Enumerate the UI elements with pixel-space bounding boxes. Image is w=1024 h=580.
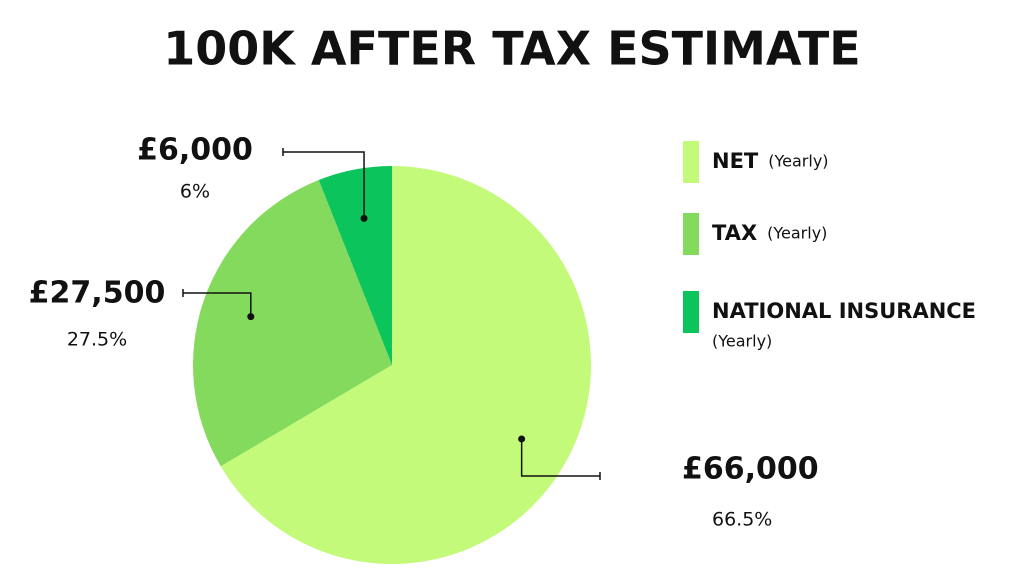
percent-label: 66.5% [712, 509, 772, 531]
pie-slice [318, 166, 392, 365]
legend-note: (Yearly) [712, 332, 772, 351]
leader-line [183, 292, 252, 317]
percent-label: 27.5% [67, 329, 127, 351]
legend-note: (Yearly) [767, 224, 827, 243]
amount-label: £66,000 [682, 452, 819, 487]
legend-note: (Yearly) [768, 152, 828, 171]
legend-swatch [683, 141, 699, 183]
legend-swatch [683, 291, 699, 333]
legend-label: NATIONAL INSURANCE [712, 299, 976, 323]
amount-label: £27,500 [29, 276, 166, 311]
leader-dot [360, 214, 368, 222]
leader-line [520, 438, 600, 477]
pie-slice [193, 179, 392, 467]
legend-swatch [683, 213, 699, 255]
leader-dot [518, 435, 526, 443]
amount-label: £6,000 [137, 133, 253, 168]
percent-label: 6% [180, 181, 210, 203]
leader-dot [247, 313, 255, 321]
chart-title: 100K AFTER TAX ESTIMATE [163, 22, 860, 76]
legend-label: TAX [712, 221, 757, 245]
pie-slice [220, 166, 592, 564]
leader-line [283, 151, 365, 219]
legend-label: NET [712, 149, 759, 173]
